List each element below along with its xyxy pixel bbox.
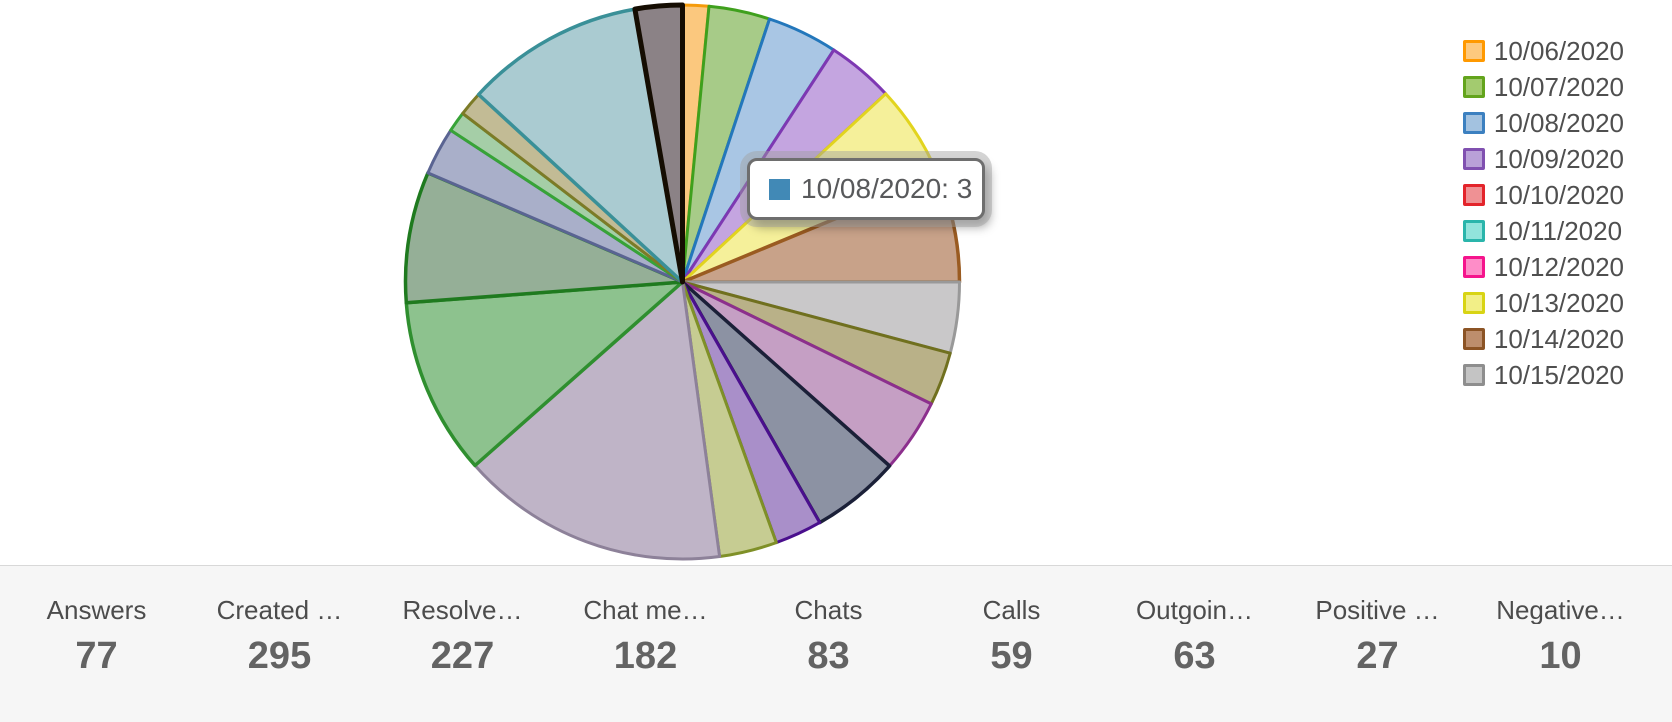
legend-item-10-11-2020[interactable]: 10/11/2020 (1462, 213, 1624, 249)
legend-item-10-13-2020[interactable]: 10/13/2020 (1462, 285, 1624, 321)
tooltip: 10/08/2020: 3 (747, 158, 985, 220)
legend-swatch (1462, 220, 1485, 242)
legend-item-10-10-2020[interactable]: 10/10/2020 (1462, 177, 1624, 213)
legend-swatch (1462, 328, 1485, 350)
stat-value: 83 (807, 635, 850, 677)
stat-column-positive[interactable]: Positive … 27 (1286, 596, 1469, 676)
legend-item-10-15-2020[interactable]: 10/15/2020 (1462, 357, 1624, 393)
stat-value: 182 (613, 635, 678, 677)
stat-column-outgoin[interactable]: Outgoin… 63 (1103, 596, 1286, 676)
stat-label: Chats (794, 596, 863, 624)
stat-value: 59 (990, 635, 1033, 677)
stat-value: 77 (75, 635, 118, 677)
pie-slice-sage-green[interactable] (403, 171, 685, 305)
pie-slice-lavender[interactable] (473, 280, 722, 561)
tooltip-series-swatch (769, 178, 790, 200)
summary-bar: Answers 77 Created … 295 Resolve… 227 Chat me…… (0, 565, 1672, 722)
stat-column-calls[interactable]: Calls 59 (920, 596, 1103, 676)
legend-item-10-06-2020[interactable]: 10/06/2020 (1462, 33, 1624, 69)
stat-value: 227 (430, 635, 495, 677)
stat-label: Chat me… (583, 596, 708, 624)
stat-value: 10 (1539, 635, 1582, 677)
legend-item-10-07-2020[interactable]: 10/07/2020 (1462, 69, 1624, 105)
legend-swatch (1462, 148, 1485, 170)
legend-swatch (1462, 76, 1485, 98)
legend-item-10-09-2020[interactable]: 10/09/2020 (1462, 141, 1624, 177)
legend: 10/06/2020 10/07/2020 10/08/2020 10/09/2020… (1462, 33, 1624, 393)
stat-label: Negative… (1496, 596, 1625, 624)
legend-item-10-12-2020[interactable]: 10/12/2020 (1462, 249, 1624, 285)
stat-label: Positive … (1315, 596, 1440, 624)
legend-item-10-08-2020[interactable]: 10/08/2020 (1462, 105, 1624, 141)
stat-column-chatme[interactable]: Chat me… 182 (554, 596, 737, 676)
stat-column-negative[interactable]: Negative… 10 (1469, 596, 1652, 676)
legend-item-10-14-2020[interactable]: 10/14/2020 (1462, 321, 1624, 357)
legend-label: 10/12/2020 (1493, 251, 1624, 282)
pie-slice-teal[interactable] (476, 7, 685, 284)
stat-column-resolve[interactable]: Resolve… 227 (371, 596, 554, 676)
stat-column-answers[interactable]: Answers 77 (5, 596, 188, 676)
legend-swatch (1462, 40, 1485, 62)
legend-label: 10/08/2020 (1493, 107, 1624, 138)
pie-slice-green-2[interactable] (404, 280, 685, 468)
stat-column-created[interactable]: Created … 295 (188, 596, 371, 676)
stat-value: 63 (1173, 635, 1216, 677)
tooltip-text: 10/08/2020: 3 (801, 173, 973, 204)
legend-label: 10/15/2020 (1493, 359, 1624, 390)
legend-label: 10/14/2020 (1493, 323, 1624, 354)
chart-area: 10/06/2020 10/07/2020 10/08/2020 10/09/2020… (403, 2, 1624, 561)
stat-column-chats[interactable]: Chats 83 (737, 596, 920, 676)
stat-label: Calls (982, 596, 1041, 624)
pie-slice-black-gray[interactable] (632, 2, 685, 285)
legend-label: 10/11/2020 (1493, 215, 1623, 246)
legend-label: 10/06/2020 (1493, 35, 1624, 66)
legend-swatch (1462, 256, 1485, 278)
legend-swatch (1462, 112, 1485, 134)
stat-label: Answers (46, 596, 147, 624)
legend-swatch (1462, 364, 1485, 386)
stat-value: 27 (1356, 635, 1399, 677)
legend-label: 10/13/2020 (1493, 287, 1624, 318)
legend-label: 10/07/2020 (1493, 71, 1624, 102)
pie-chart (403, 2, 962, 561)
stat-label: Created … (216, 596, 343, 624)
legend-label: 10/10/2020 (1493, 179, 1624, 210)
legend-label: 10/09/2020 (1493, 143, 1624, 174)
legend-swatch (1462, 292, 1485, 314)
stat-label: Outgoin… (1135, 596, 1254, 624)
stat-value: 295 (247, 635, 312, 677)
legend-swatch (1462, 184, 1485, 206)
stat-label: Resolve… (402, 596, 523, 624)
